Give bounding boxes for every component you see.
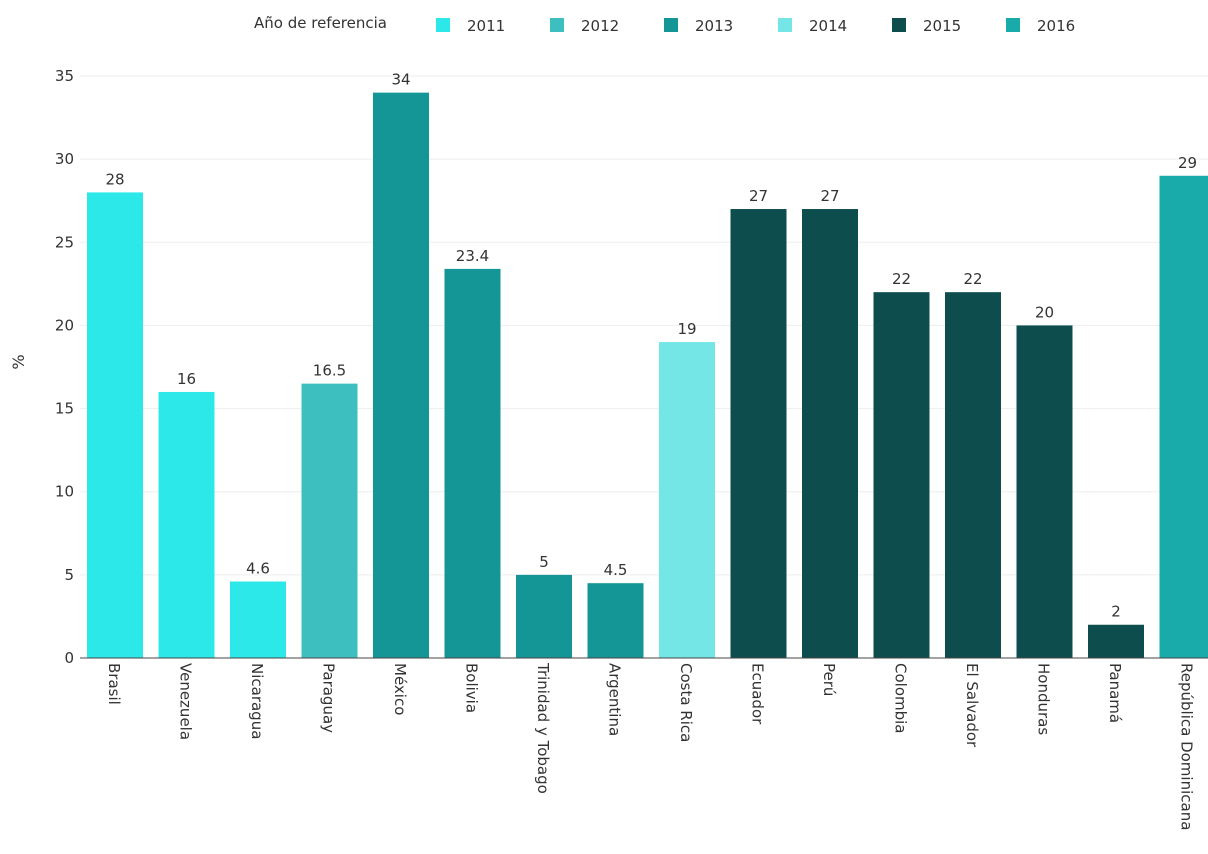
legend-swatch-2011[interactable] [436,18,450,32]
x-tick-label-argentina: Argentina [606,663,624,736]
y-tick-label-0: 0 [64,649,74,667]
x-tick-label-colombia: Colombia [892,663,910,734]
x-tick-label-trinidad-y-tobago: Trinidad y Tobago [534,662,552,794]
y-tick-label-30: 30 [55,150,74,168]
y-tick-label-35: 35 [55,67,74,85]
legend-label-2013[interactable]: 2013 [695,17,733,35]
bar-value-label-m-xico: 34 [391,71,410,89]
x-tick-label-per-: Perú [820,663,838,696]
legend-swatch-2012[interactable] [550,18,564,32]
legend-label-2012[interactable]: 2012 [581,17,619,35]
bar-nicaragua[interactable] [230,581,286,658]
y-tick-label-5: 5 [64,566,74,584]
bar-rep-blica-dominicana[interactable] [1159,175,1208,658]
y-axis: % 0 5 10 15 20 25 30 35 [9,67,74,667]
legend-label-2016[interactable]: 2016 [1037,17,1075,35]
bar-m-xico[interactable] [373,92,429,659]
bar-honduras[interactable] [1016,325,1073,658]
bar-value-label-venezuela: 16 [177,370,196,388]
x-tick-label-brasil: Brasil [105,663,123,705]
bar-value-label-costa-rica: 19 [677,320,696,338]
x-tick-label-panam-: Panamá [1106,663,1124,723]
bar-trinidad-y-tobago[interactable] [516,574,572,658]
bar-value-label-ecuador: 27 [749,187,768,205]
bar-value-label-trinidad-y-tobago: 5 [539,553,549,571]
bar-value-label-nicaragua: 4.6 [246,560,270,578]
bar-value-label-per-: 27 [820,187,839,205]
legend-label-2011[interactable]: 2011 [467,17,505,35]
legend-swatch-2016[interactable] [1006,18,1020,32]
bar-el-salvador[interactable] [945,292,1001,658]
bar-panam-[interactable] [1088,624,1144,658]
bar-value-label-argentina: 4.5 [604,561,628,579]
legend-title: Año de referencia [254,14,387,32]
bar-costa-rica[interactable] [659,342,715,658]
bar-value-label-paraguay: 16.5 [313,362,346,380]
bar-value-label-rep-blica-dominicana: 29 [1178,154,1197,172]
bar-value-label-brasil: 28 [105,170,124,188]
x-tick-label-nicaragua: Nicaragua [248,663,266,739]
legend-swatch-2013[interactable] [664,18,678,32]
bar-value-label-el-salvador: 22 [963,270,982,288]
legend-swatch-2015[interactable] [892,18,906,32]
x-tick-label-honduras: Honduras [1035,663,1053,735]
chart-bars: 28 16 4.6 16.5 34 23.4 5 4.5 19 27 27 22 22 20 2 29 [87,71,1208,659]
y-tick-label-10: 10 [55,483,74,501]
x-tick-label-ecuador: Ecuador [749,663,767,725]
bar-value-label-honduras: 20 [1035,303,1054,321]
bar-colombia[interactable] [873,292,930,658]
y-axis-title: % [9,354,28,369]
x-tick-label-rep-blica-dominicana: República Dominicana [1178,663,1196,830]
x-axis: Brasil Venezuela Nicaragua Paraguay México Bo… [80,657,1208,830]
bar-argentina[interactable] [587,583,644,658]
chart-gridlines [80,75,1208,576]
bar-paraguay[interactable] [301,383,358,658]
legend-swatch-2014[interactable] [778,18,792,32]
legend-label-2014[interactable]: 2014 [809,17,847,35]
legend-label-2015[interactable]: 2015 [923,17,961,35]
y-tick-label-20: 20 [55,316,74,334]
chart-legend: Año de referencia 2011 2012 2013 2014 2015 20… [254,14,1075,35]
bar-value-label-panam-: 2 [1111,603,1121,621]
bar-per-[interactable] [802,209,858,658]
bar-bolivia[interactable] [444,268,501,658]
x-tick-label-bolivia: Bolivia [463,663,481,713]
y-tick-label-25: 25 [55,233,74,251]
bar-value-label-colombia: 22 [892,270,911,288]
x-tick-label-paraguay: Paraguay [320,663,338,733]
y-tick-label-15: 15 [55,400,74,418]
bar-venezuela[interactable] [158,391,215,658]
bar-ecuador[interactable] [730,209,787,658]
bar-brasil[interactable] [87,192,143,658]
x-tick-label-costa-rica: Costa Rica [677,663,695,742]
bar-value-label-bolivia: 23.4 [456,247,489,265]
x-tick-label-m-xico: México [391,663,409,715]
x-tick-label-venezuela: Venezuela [177,663,195,740]
x-tick-label-el-salvador: El Salvador [963,663,981,748]
